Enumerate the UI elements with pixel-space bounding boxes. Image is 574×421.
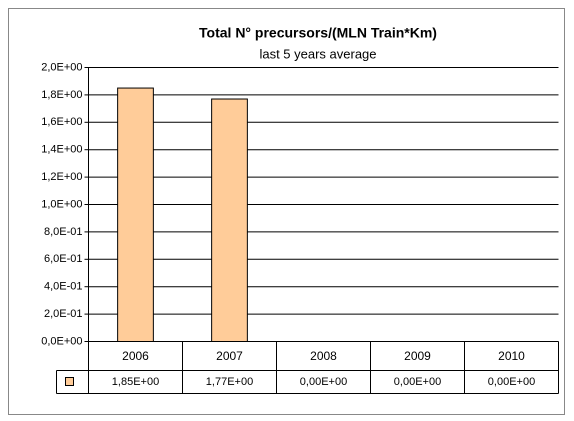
y-tick-label: 0,0E+00: [41, 335, 82, 347]
bar: [211, 98, 248, 343]
data-label: 0,00E+00: [300, 376, 347, 388]
data-label: 0,00E+00: [488, 376, 535, 388]
y-tick-label: 1,2E+00: [41, 171, 82, 183]
x-tick-label: 2009: [404, 349, 431, 363]
y-tick-label: 1,6E+00: [41, 116, 82, 128]
y-tick-label: 1,8E+00: [41, 89, 82, 101]
y-tick-label: 1,0E+00: [41, 198, 82, 210]
data-label: 1,85E+00: [112, 376, 159, 388]
data-label: 1,77E+00: [206, 376, 253, 388]
y-tick-label: 8,0E-01: [44, 226, 83, 238]
bar: [117, 87, 154, 342]
y-tick-label: 2,0E+00: [41, 61, 82, 73]
legend-key: [65, 377, 74, 386]
x-tick-label: 2006: [122, 349, 149, 363]
chart-subtitle: last 5 years average: [259, 46, 376, 61]
chart-border: [8, 8, 565, 415]
chart-title: Total N° precursors/(MLN Train*Km): [199, 25, 437, 41]
y-tick-label: 6,0E-01: [44, 253, 83, 265]
y-tick-label: 2,0E-01: [44, 308, 83, 320]
y-tick-label: 4,0E-01: [44, 281, 83, 293]
x-tick-label: 2010: [498, 349, 525, 363]
x-tick-label: 2007: [216, 349, 243, 363]
x-tick-label: 2008: [310, 349, 337, 363]
data-label: 0,00E+00: [394, 376, 441, 388]
y-tick-label: 1,4E+00: [41, 144, 82, 156]
